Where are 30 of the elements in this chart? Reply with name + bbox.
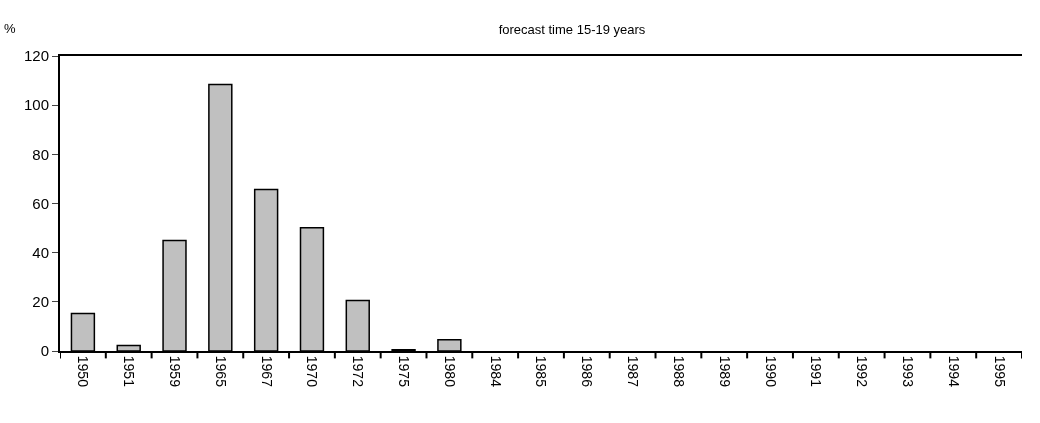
x-tick-label: 1975 — [396, 355, 413, 388]
x-tick-label: 1950 — [75, 355, 92, 388]
x-tick-label: 1990 — [762, 355, 779, 388]
x-tick-label: 1992 — [854, 355, 871, 388]
x-tick-label: 1985 — [533, 355, 550, 388]
x-tick-label: 1972 — [350, 355, 367, 388]
x-tick-label: 1951 — [121, 355, 138, 388]
x-tick-label: 1987 — [625, 355, 642, 388]
x-tick-label: 1994 — [945, 355, 962, 388]
y-tick-label: 40 — [32, 243, 49, 261]
y-axis-title: % — [4, 21, 16, 36]
y-tick-label: 100 — [23, 96, 49, 114]
x-tick-label: 1988 — [670, 355, 687, 388]
x-tick-label: 1989 — [716, 355, 733, 388]
y-tick-label: 80 — [32, 145, 49, 163]
chart-title: forecast time 15-19 years — [498, 22, 646, 38]
x-tick-label: 1965 — [212, 355, 229, 388]
y-tick-label: 20 — [32, 293, 49, 311]
x-tick-label: 1991 — [808, 355, 825, 388]
y-tick-label: 60 — [32, 194, 49, 212]
x-tick-label: 1984 — [487, 355, 504, 388]
x-tick-label: 1970 — [304, 355, 321, 388]
x-tick-label: 1959 — [166, 355, 183, 388]
y-tick-label: 120 — [23, 47, 49, 65]
x-tick-label: 1993 — [899, 355, 916, 388]
x-tick-label: 1986 — [579, 355, 596, 388]
x-tick-label: 1980 — [441, 355, 458, 388]
x-tick-label: 1995 — [991, 355, 1008, 388]
x-tick-label: 1967 — [258, 355, 275, 388]
y-tick-label: 0 — [40, 342, 49, 360]
